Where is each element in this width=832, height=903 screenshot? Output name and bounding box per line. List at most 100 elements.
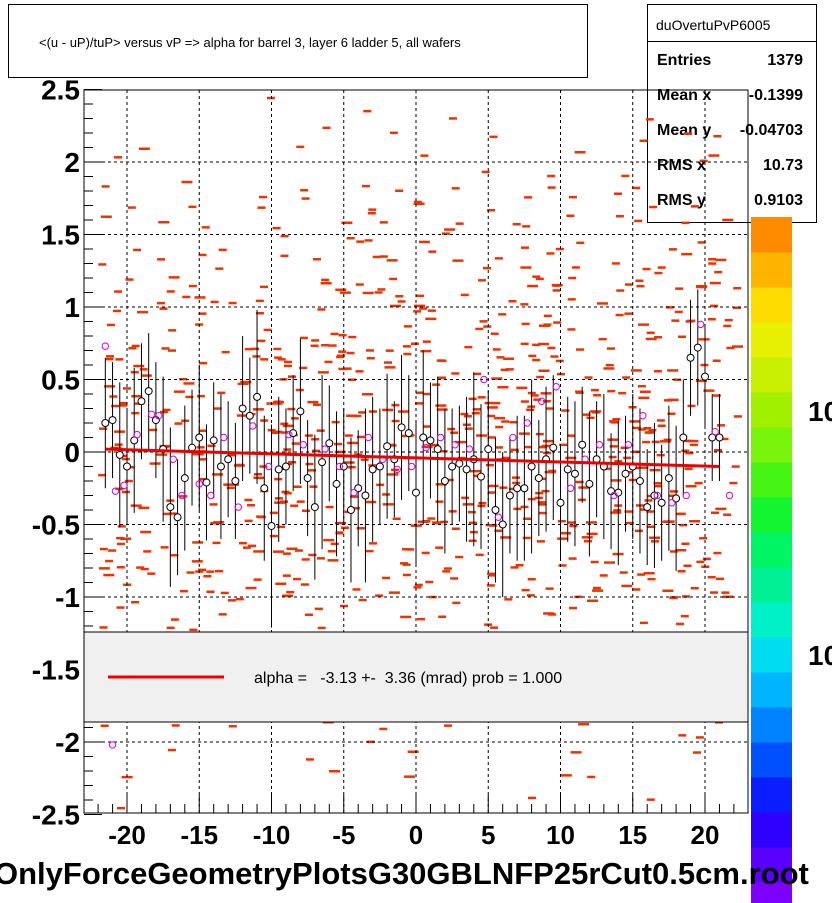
profile-point (303, 474, 312, 483)
histogram-bin (179, 495, 188, 498)
histogram-bin (550, 355, 559, 358)
histogram-bin (656, 419, 665, 422)
histogram-bin (170, 618, 179, 621)
histogram-bin (283, 492, 292, 495)
histogram-bin (341, 221, 353, 224)
profile-point (383, 442, 392, 451)
profile-point (477, 472, 486, 481)
histogram-bin (639, 390, 651, 393)
histogram-bin (703, 389, 715, 392)
histogram-bin (651, 440, 660, 444)
palette-segment (751, 882, 792, 903)
histogram-bin (384, 366, 396, 369)
histogram-bin (338, 350, 347, 353)
histogram-bin (422, 520, 431, 523)
histogram-bin (421, 445, 433, 449)
histogram-bin (282, 424, 294, 428)
histogram-bin (653, 370, 662, 373)
histogram-bin (654, 484, 663, 488)
histogram-bin (624, 510, 633, 513)
histogram-bin (632, 588, 641, 591)
histogram-bin (425, 580, 434, 584)
histogram-bin (256, 515, 265, 518)
histogram-bin (310, 344, 319, 347)
histogram-bin (174, 422, 183, 425)
histogram-bin (668, 248, 677, 251)
histogram-bin (284, 364, 292, 368)
histogram-bin (494, 257, 503, 260)
histogram-bin (541, 489, 550, 493)
histogram-bin (282, 594, 293, 597)
histogram-bin (280, 422, 289, 426)
stats-row-rms-y: RMS y 0.9103 (648, 182, 816, 217)
histogram-bin (218, 248, 227, 252)
histogram-bin (646, 798, 655, 801)
histogram-bin (198, 253, 207, 257)
histogram-bin (714, 270, 723, 274)
histogram-bin (475, 553, 484, 557)
histogram-bin (240, 380, 252, 384)
histogram-bin (451, 187, 460, 190)
histogram-bin (681, 449, 690, 452)
histogram-bin (413, 200, 422, 204)
histogram-bin (460, 412, 469, 416)
histogram-bin (509, 421, 518, 424)
histogram-bin (553, 321, 562, 324)
histogram-bin (220, 591, 229, 595)
histogram-bin (420, 349, 432, 353)
histogram-bin (379, 221, 388, 224)
histogram-bin (587, 775, 596, 779)
histogram-bin (715, 507, 727, 511)
histogram-bin (238, 541, 247, 545)
histogram-bin (646, 510, 655, 513)
histogram-bin (101, 185, 110, 188)
profile-point (643, 503, 652, 512)
histogram-bin (538, 503, 546, 506)
histogram-bin (203, 575, 212, 578)
histogram-bin (116, 606, 125, 609)
palette-label: 10 (808, 396, 832, 427)
histogram-bin (638, 396, 650, 400)
profile-point (144, 387, 153, 396)
histogram-bin (681, 542, 690, 545)
profile-point-magenta (407, 462, 416, 471)
histogram-bin (668, 494, 677, 497)
histogram-bin (251, 347, 260, 351)
histogram-bin (593, 394, 602, 397)
histogram-bin (419, 307, 428, 310)
palette-segment (751, 847, 792, 883)
histogram-bin (317, 308, 326, 311)
histogram-bin (505, 368, 514, 371)
histogram-bin (497, 386, 509, 389)
histogram-bin (547, 174, 556, 178)
histogram-bin (643, 572, 655, 575)
x-axis-title: OnlyForceGeometryPlotsG30GBLNFP25rCut0.5… (0, 856, 809, 891)
histogram-bin (98, 567, 110, 570)
profile-point (686, 353, 695, 362)
histogram-bin (290, 417, 299, 420)
histogram-bin (468, 397, 477, 401)
histogram-bin (106, 323, 115, 327)
histogram-bin (711, 511, 719, 514)
profile-point (527, 462, 536, 471)
histogram-bin (266, 402, 275, 405)
histogram-bin (352, 588, 361, 591)
histogram-bin (389, 277, 398, 281)
histogram-bin (282, 574, 291, 577)
profile-point-magenta (725, 491, 734, 500)
histogram-bin (565, 456, 577, 460)
histogram-bin (610, 511, 622, 514)
profile-point (123, 462, 131, 471)
histogram-bin (290, 504, 299, 507)
histogram-bin (610, 421, 619, 424)
stats-value: 10.73 (762, 157, 803, 174)
histogram-bin (277, 358, 286, 361)
histogram-bin (607, 389, 616, 393)
histogram-bin (558, 564, 567, 567)
histogram-bin (360, 458, 369, 461)
histogram-bin (467, 510, 476, 514)
histogram-bin (217, 391, 226, 395)
histogram-bin (302, 509, 310, 512)
histogram-bin (105, 559, 114, 563)
histogram-bin (347, 441, 359, 445)
